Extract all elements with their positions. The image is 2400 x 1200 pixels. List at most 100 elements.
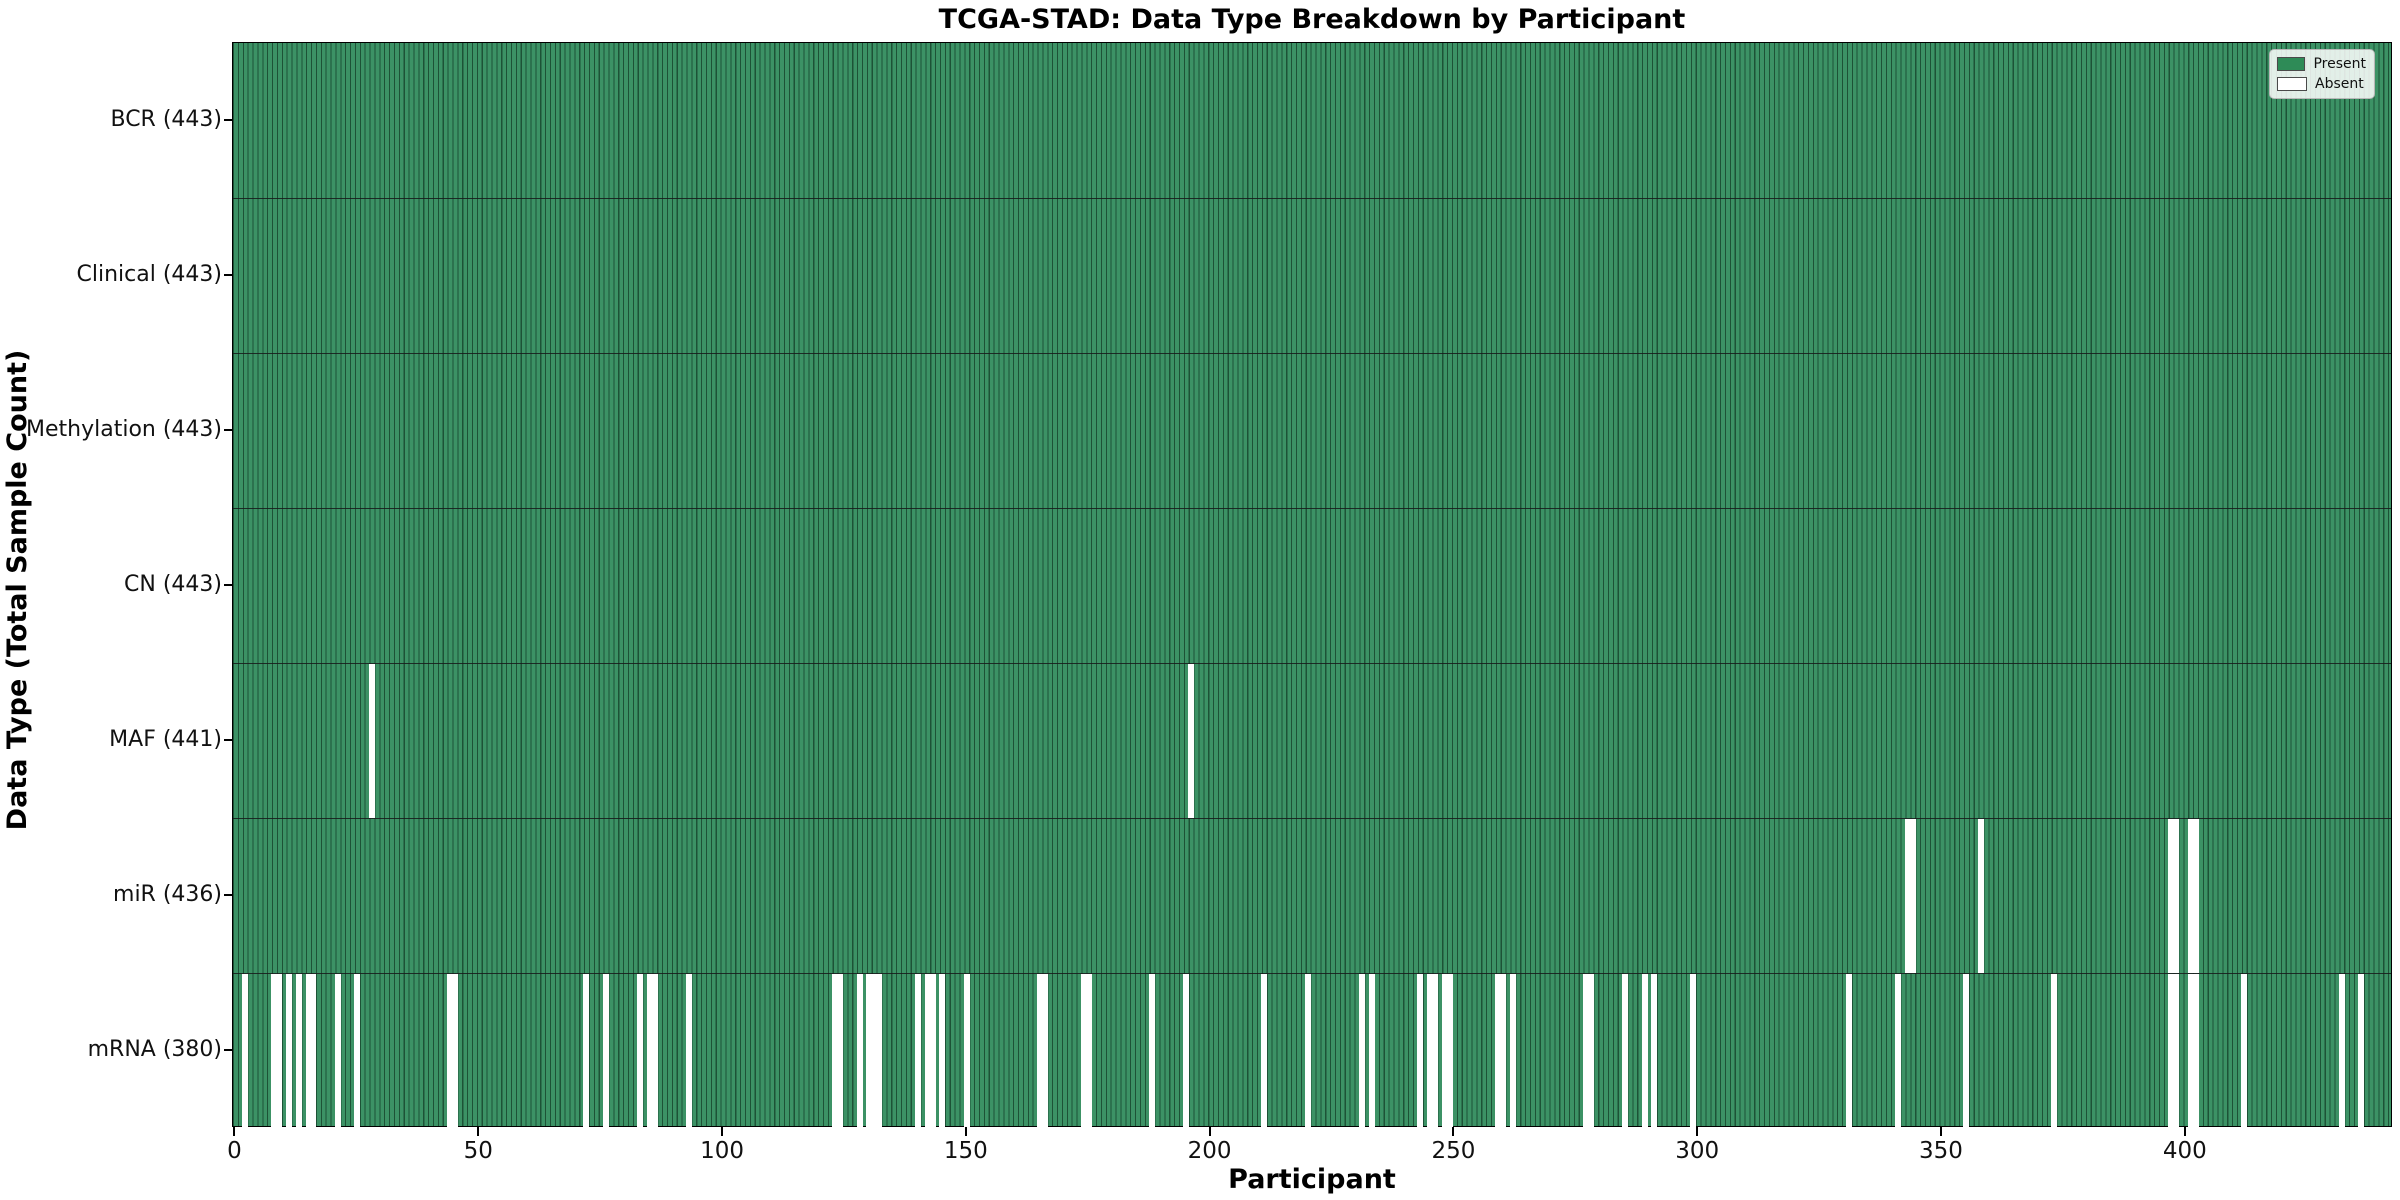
y-tick-label: Methylation (443) — [26, 417, 222, 442]
y-tick-labels: BCR (443) Clinical (443) Methylation (443)… — [0, 42, 222, 1127]
absent-stripe — [637, 974, 644, 1128]
absent-stripe — [1846, 974, 1853, 1128]
absent-stripe — [939, 974, 946, 1128]
y-tick-label: mRNA (380) — [87, 1037, 222, 1062]
absent-stripe — [2187, 819, 2194, 973]
absent-stripe — [685, 974, 692, 1128]
y-tick-mark — [224, 1048, 232, 1051]
absent-stripe — [1909, 819, 1916, 973]
absent-stripe — [1895, 974, 1902, 1128]
absent-stripe — [1977, 819, 1984, 973]
absent-stripe — [2192, 974, 2199, 1128]
absent-stripe — [1583, 974, 1590, 1128]
absent-stripe — [1036, 974, 1043, 1128]
absent-stripe — [2241, 974, 2248, 1128]
absent-stripe — [1690, 974, 1697, 1128]
absent-stripe — [1080, 974, 1087, 1128]
absent-stripe — [856, 974, 863, 1128]
x-tick-label: 100 — [700, 1138, 744, 1164]
absent-stripe — [451, 974, 458, 1128]
absent-stripe — [242, 974, 249, 1128]
y-tick-label: MAF (441) — [109, 727, 222, 752]
absent-stripe — [2358, 974, 2365, 1128]
x-tick-label: 0 — [227, 1138, 242, 1164]
absent-stripe — [1417, 974, 1424, 1128]
y-tick-label: Clinical (443) — [76, 262, 222, 287]
y-tick-mark — [224, 583, 232, 586]
x-tick-mark — [1452, 1127, 1455, 1136]
y-tick-mark — [224, 273, 232, 276]
y-tick-mark — [224, 893, 232, 896]
x-tick-mark — [1696, 1127, 1699, 1136]
plot-area: Present Absent — [232, 42, 2392, 1128]
absent-stripe — [310, 974, 317, 1128]
x-tick-label: 400 — [2162, 1138, 2207, 1164]
x-tick-mark — [233, 1127, 236, 1136]
legend-entry: Present — [2277, 57, 2366, 71]
absent-stripe — [1587, 974, 1594, 1128]
row-separator — [233, 973, 2391, 975]
absent-stripe — [651, 974, 658, 1128]
absent-stripe — [866, 974, 873, 1128]
absent-stripe — [1500, 974, 1507, 1128]
absent-stripe — [276, 974, 283, 1128]
y-tick-label: BCR (443) — [110, 107, 222, 132]
absent-stripe — [1446, 974, 1453, 1128]
absent-stripe — [295, 974, 302, 1128]
y-tick-label: CN (443) — [124, 572, 222, 597]
absent-stripe — [583, 974, 590, 1128]
x-tick-mark — [1208, 1127, 1211, 1136]
absent-stripe — [1368, 974, 1375, 1128]
absent-stripe — [1188, 664, 1195, 818]
absent-stripe — [1641, 974, 1648, 1128]
absent-stripe — [1358, 974, 1365, 1128]
absent-stripe — [1441, 974, 1448, 1128]
absent-stripe — [334, 974, 341, 1128]
absent-stripe — [876, 974, 883, 1128]
absent-stripe — [646, 974, 653, 1128]
absent-stripe — [1495, 974, 1502, 1128]
chart-title: TCGA-STAD: Data Type Breakdown by Partic… — [938, 4, 1686, 35]
absent-stripe — [2187, 974, 2194, 1128]
absent-stripe — [832, 974, 839, 1128]
absent-stripe — [305, 974, 312, 1128]
x-tick-label: 300 — [1675, 1138, 1720, 1164]
x-tick-label: 350 — [1919, 1138, 1963, 1164]
x-tick-label: 150 — [943, 1138, 988, 1164]
y-tick-label: miR (436) — [113, 882, 222, 907]
absent-stripe — [368, 664, 375, 818]
legend-label: Present — [2313, 56, 2366, 72]
absent-stripe — [915, 974, 922, 1128]
absent-stripe — [929, 974, 936, 1128]
x-tick-mark — [964, 1127, 967, 1136]
row-separator — [233, 353, 2391, 355]
y-tick-mark — [224, 118, 232, 121]
absent-stripe — [2051, 974, 2058, 1128]
absent-stripe — [1183, 974, 1190, 1128]
absent-stripe — [1149, 974, 1156, 1128]
absent-stripe — [1431, 974, 1438, 1128]
absent-stripe — [1041, 974, 1048, 1128]
row-separator — [233, 663, 2391, 665]
absent-stripe — [1427, 974, 1434, 1128]
absent-stripe — [2173, 819, 2180, 973]
absent-stripe — [1261, 974, 1268, 1128]
absent-stripe — [963, 974, 970, 1128]
y-tick-mark — [224, 738, 232, 741]
absent-stripe — [1509, 974, 1516, 1128]
x-tick-label: 250 — [1431, 1138, 1476, 1164]
row-separator — [233, 198, 2391, 200]
absent-stripe — [871, 974, 878, 1128]
absent-stripe — [2168, 974, 2175, 1128]
absent-stripe — [837, 974, 844, 1128]
row-separator — [233, 508, 2391, 510]
legend-swatch-icon — [2277, 77, 2307, 91]
absent-stripe — [286, 974, 293, 1128]
x-axis-title: Participant — [1228, 1164, 1396, 1195]
absent-stripe — [2173, 974, 2180, 1128]
x-tick-label: 200 — [1187, 1138, 1232, 1164]
absent-stripe — [354, 974, 361, 1128]
absent-stripe — [2192, 819, 2199, 973]
x-tick-mark — [1939, 1127, 1942, 1136]
